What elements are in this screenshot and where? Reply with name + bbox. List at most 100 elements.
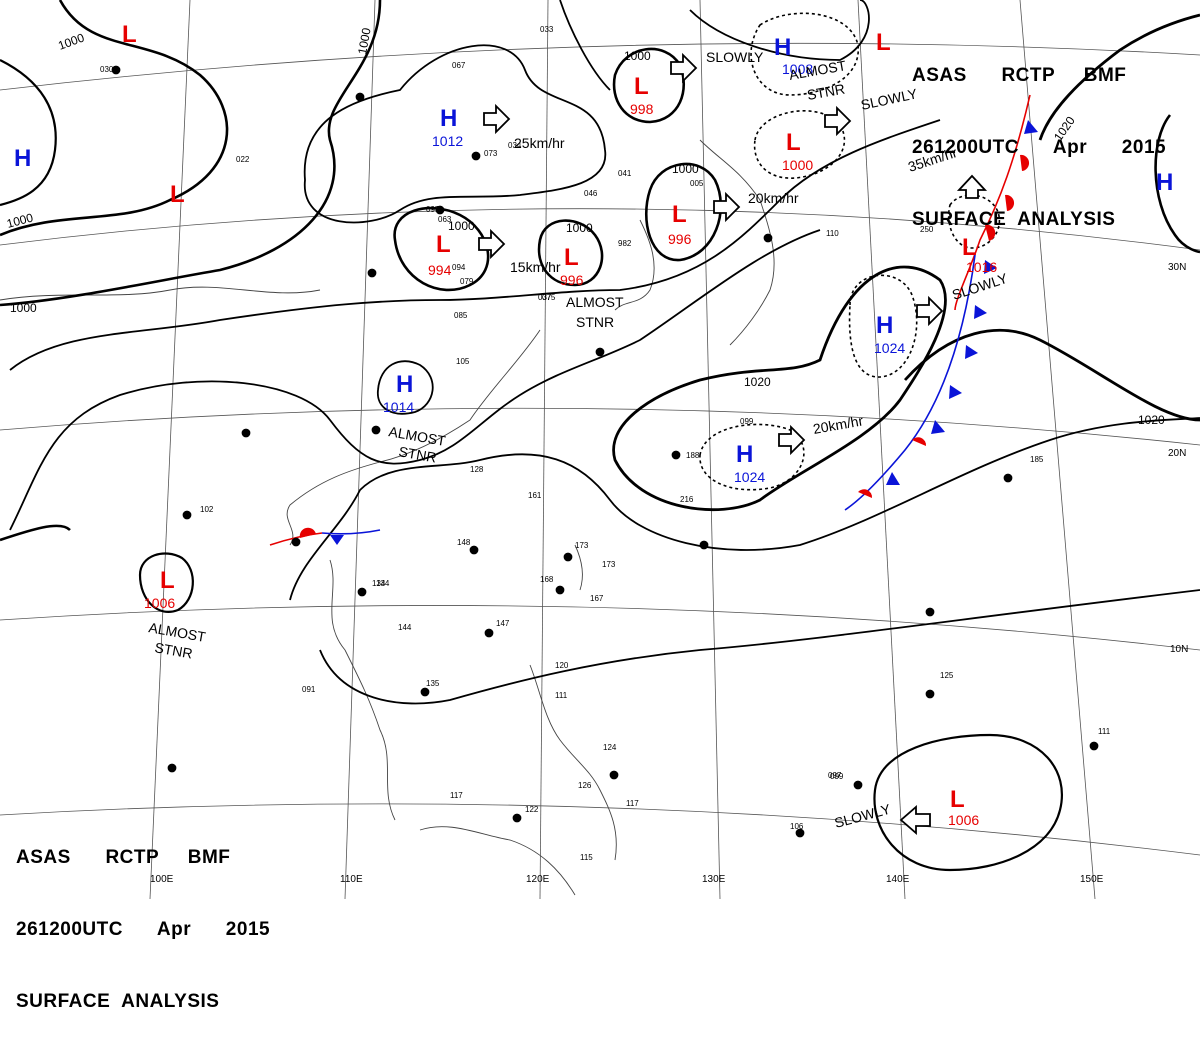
high-symbol: H [774,34,791,61]
low-pressure-label: 996 [560,272,584,288]
motion-arrow-3 [670,52,698,84]
latitude-label: 30N [1168,262,1186,273]
longitude-line-120e [539,0,549,899]
station-value: 115 [580,853,593,862]
isobar-1008-east [1154,114,1200,254]
isobar-label: 1000 [448,219,475,233]
isobar-1012-b [9,229,821,531]
motion-label: 20km/hr [748,190,799,206]
station-value: 124 [603,743,617,752]
high-pressure-label: 1012 [432,133,463,149]
station-value: 168 [540,575,554,584]
low-symbol: L [122,21,137,48]
station-value: 167 [590,594,604,603]
longitude-label: 140E [886,874,910,885]
isobar-1016-a [9,119,941,371]
footer-line-2: 261200UTC Apr 2015 [16,919,271,940]
chart-footer: ASAS RCTP BMF 261200UTC Apr 2015 SURFACE… [16,798,270,1038]
low-symbol: L [436,231,451,258]
isobar-label: 1000 [355,26,373,55]
station-value: 041 [618,169,632,178]
station-value: 046 [584,189,598,198]
dotted-ring-1000 [753,110,846,179]
station-value: 173 [602,560,616,569]
low-pressure-label: 1016 [966,259,997,275]
station-value: 120 [555,661,569,670]
low-symbol: L [962,234,977,261]
isobar-labels-layer: 1000 1000 1000 1000 1000 1000 1000 1000 … [5,26,1165,427]
high-pressure-label: 1024 [874,340,905,356]
station-value: 091 [302,685,316,694]
isobar-label: 1020 [1138,413,1165,427]
station-value: 144 [398,623,412,632]
isobar-1000-nw [0,0,229,237]
motion-label: SLOWLY [706,49,764,65]
header-line-2: 261200UTC Apr 2015 [912,137,1167,158]
station-value: 102 [200,505,214,514]
station-value: 067 [452,61,466,70]
isobar-label: 1000 [566,221,593,235]
isobar-1006-sw [138,552,194,613]
warm-front-east [954,94,1031,311]
longitude-line-150e [1019,0,1096,899]
station-value: 134 [376,579,390,588]
station-value: 099 [830,772,844,781]
latitude-label: 20N [1168,448,1186,459]
low-pressure-label: 996 [668,231,692,247]
station-value: 111 [555,691,568,700]
station-value: 188 [686,451,700,460]
motion-arrow-1 [483,103,511,135]
station-value: 099 [740,417,754,426]
station-value: 030 [100,65,114,74]
isobar-1016-south [289,417,1200,601]
station-value: 982 [618,239,632,248]
high-symbol: H [440,105,457,132]
longitude-line-130e [699,0,721,899]
station-value: 075 [542,293,556,302]
surface-analysis-map: H H 1012 H 1008 H 1024 H 1014 H 1024 H L… [0,0,1200,899]
motion-arrow-5 [824,105,852,137]
station-value: 216 [680,495,694,504]
isobar-north-center [559,0,611,91]
stationary-label-line2: STNR [153,639,193,661]
graticule-labels: 100E 110E 120E 130E 140E 150E 30N 20N 10… [150,262,1188,885]
isobar-1012-south [0,524,71,542]
motion-arrow-8 [956,174,988,199]
low-pressure-label: 994 [428,262,452,278]
high-pressure-label: 1024 [734,469,765,485]
motion-arrow-7 [778,424,806,456]
station-value: 126 [578,781,592,790]
motion-arrow-4 [713,191,741,223]
station-markers [111,65,1099,838]
coast-indochina [329,559,396,821]
latitude-line-30n [0,208,1200,251]
high-symbol: H [736,441,753,468]
footer-line-1: ASAS RCTP BMF [16,847,231,868]
station-value: 034 [508,141,522,150]
longitude-line-110e [344,0,376,899]
low-pressure-label: 1000 [782,157,813,173]
station-value: 105 [456,357,470,366]
graticule [0,0,1200,899]
station-value: 110 [826,229,839,238]
isobar-1020-ne [1038,13,1200,141]
isobar-label: 1000 [624,49,651,63]
station-value: 106 [790,822,804,831]
motion-arrow-6 [916,295,944,327]
station-value: 079 [460,277,474,286]
isobar-label: 1000 [10,301,37,315]
low-symbol: L [634,73,649,100]
low-symbol: L [876,29,891,56]
isobar-label: 1000 [5,210,35,231]
isobar-ring-w [0,59,57,207]
motion-label: 15km/hr [510,259,561,275]
warm-front-symbols [299,154,1030,538]
header-line-1: ASAS RCTP BMF [912,65,1127,86]
coast-borneo [419,826,576,896]
cold-front-west [321,529,381,535]
latitude-label: 10N [1170,644,1188,655]
isobar-1014-ring [377,360,434,415]
high-symbol: H [1156,169,1173,196]
high-symbol: H [876,312,893,339]
